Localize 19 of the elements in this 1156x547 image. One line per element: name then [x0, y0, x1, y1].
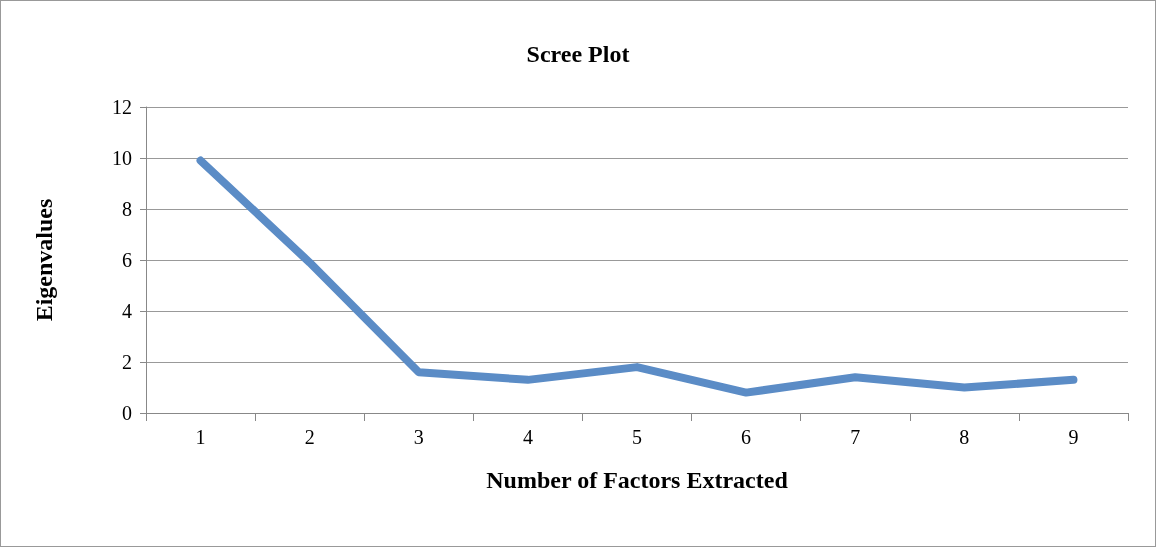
- y-tick-label: 2: [122, 351, 132, 373]
- x-tick-label: 9: [1068, 426, 1079, 448]
- x-axis-title: Number of Factors Extracted: [486, 467, 789, 493]
- x-tick-label: 6: [741, 426, 752, 448]
- y-axis-title: Eigenvalues: [31, 198, 57, 322]
- x-tick-label: 2: [304, 426, 315, 448]
- x-tick-label: 3: [413, 426, 424, 448]
- y-tick-label: 0: [122, 402, 132, 424]
- x-tick-label: 5: [632, 426, 642, 448]
- x-tick-label: 1: [195, 426, 206, 448]
- y-tick-label: 10: [112, 147, 132, 169]
- y-tick-label: 8: [122, 198, 132, 220]
- x-tick-label: 8: [959, 426, 970, 448]
- y-tick-label: 4: [122, 300, 132, 322]
- x-tick-label: 4: [522, 426, 533, 448]
- x-tick-label: 7: [850, 426, 861, 448]
- chart-title: Scree Plot: [526, 41, 630, 67]
- y-tick-label: 12: [112, 96, 132, 118]
- y-tick-label: 6: [122, 249, 132, 271]
